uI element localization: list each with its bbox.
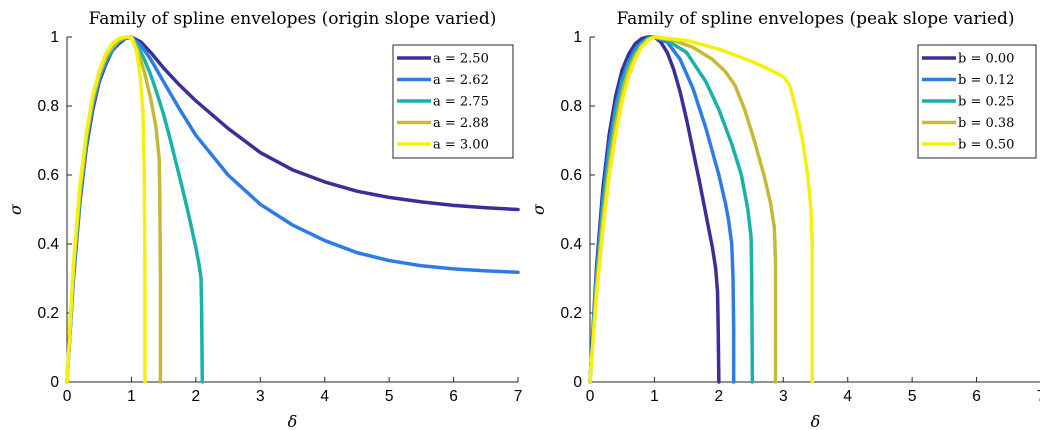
y-axis-label: σ bbox=[6, 203, 25, 215]
y-tick-label: 0.4 bbox=[560, 236, 582, 253]
legend-entry-label: a = 2.88 bbox=[433, 116, 489, 131]
y-tick-label: 1 bbox=[50, 29, 59, 46]
x-axis-label: δ bbox=[811, 412, 821, 430]
legend-entry-label: a = 2.62 bbox=[433, 73, 489, 88]
chart-panel-1: Family of spline envelopes (origin slope… bbox=[6, 9, 522, 430]
x-tick-label: 4 bbox=[843, 388, 852, 405]
y-tick-label: 0 bbox=[573, 374, 582, 391]
series-line-5 bbox=[65, 35, 147, 384]
y-tick-label: 1 bbox=[573, 29, 582, 46]
y-tick-label: 0.6 bbox=[560, 167, 582, 184]
legend: a = 2.50 a = 2.62 a = 2.75 a = 2.88 a = 3.00 bbox=[392, 44, 514, 159]
x-tick-label: 4 bbox=[320, 388, 329, 405]
y-tick-label: 0.2 bbox=[37, 305, 59, 322]
x-tick-label: 2 bbox=[715, 388, 724, 405]
legend: b = 0.00 b = 0.12 b = 0.25 b = 0.38 b = 0.50 bbox=[917, 44, 1037, 159]
legend-entry-label: a = 2.75 bbox=[433, 95, 489, 110]
y-tick-label: 0.4 bbox=[37, 236, 59, 253]
legend-entry-label: a = 2.50 bbox=[433, 52, 489, 67]
series-line-2 bbox=[588, 35, 736, 384]
chart-title: Family of spline envelopes (peak slope v… bbox=[616, 9, 1014, 29]
y-tick-label: 0.2 bbox=[560, 305, 582, 322]
y-axis-label: σ bbox=[529, 203, 548, 215]
x-axis-label: δ bbox=[288, 412, 298, 430]
x-tick-label: 5 bbox=[908, 388, 917, 405]
legend-entry-label: b = 0.12 bbox=[958, 73, 1014, 88]
x-tick-label: 3 bbox=[256, 388, 265, 405]
legend-entry-label: a = 3.00 bbox=[433, 138, 489, 153]
x-tick-label: 1 bbox=[650, 388, 659, 405]
chart-title: Family of spline envelopes (origin slope… bbox=[89, 9, 497, 29]
chart-panel-2: Family of spline envelopes (peak slope v… bbox=[529, 9, 1040, 430]
x-tick-label: 7 bbox=[514, 388, 523, 405]
x-tick-label: 5 bbox=[385, 388, 394, 405]
legend-entry-label: b = 0.00 bbox=[958, 52, 1014, 67]
x-tick-label: 3 bbox=[779, 388, 788, 405]
x-tick-label: 7 bbox=[1037, 388, 1040, 405]
y-tick-label: 0 bbox=[50, 374, 59, 391]
x-tick-label: 6 bbox=[972, 388, 981, 405]
series-line-5 bbox=[588, 35, 815, 384]
legend-entry-label: b = 0.50 bbox=[958, 138, 1014, 153]
y-tick-label: 0.8 bbox=[37, 98, 59, 115]
x-tick-label: 1 bbox=[127, 388, 136, 405]
x-tick-label: 6 bbox=[449, 388, 458, 405]
y-tick-label: 0.6 bbox=[37, 167, 59, 184]
x-tick-label: 0 bbox=[63, 388, 72, 405]
y-tick-label: 0.8 bbox=[560, 98, 582, 115]
x-tick-label: 2 bbox=[192, 388, 201, 405]
series-line-1 bbox=[588, 35, 721, 384]
x-tick-label: 0 bbox=[586, 388, 595, 405]
legend-entry-label: b = 0.38 bbox=[958, 116, 1014, 131]
legend-entry-label: b = 0.25 bbox=[958, 95, 1014, 110]
